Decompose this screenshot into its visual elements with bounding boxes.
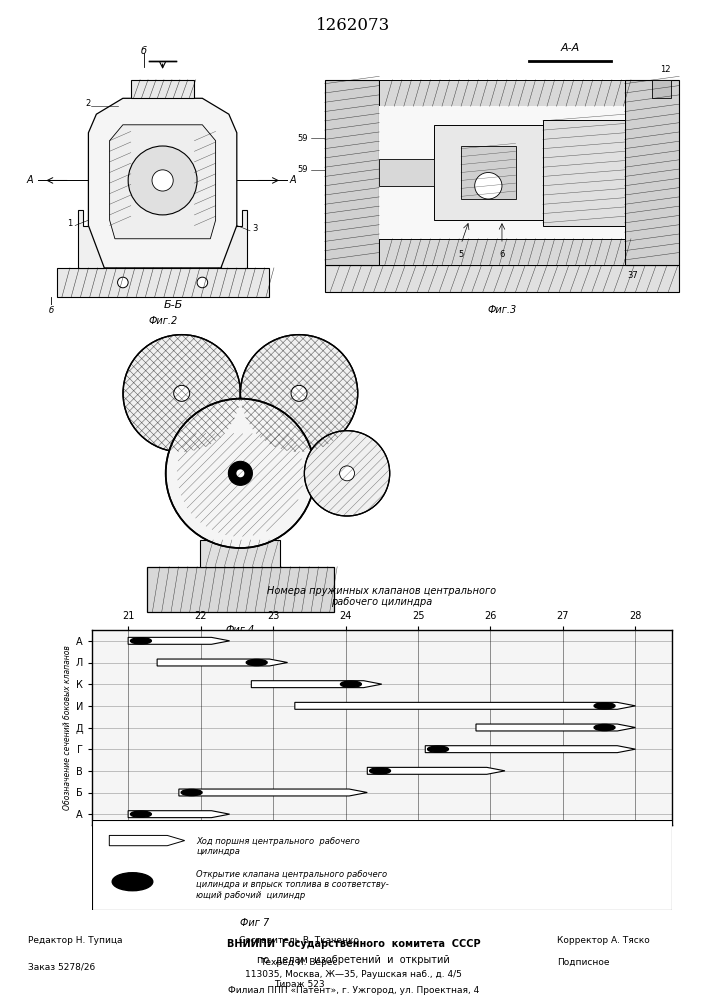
Text: A: A [27, 175, 33, 185]
Polygon shape [157, 659, 288, 666]
Text: Заказ 5278/26: Заказ 5278/26 [28, 962, 95, 971]
Polygon shape [57, 268, 269, 297]
Circle shape [594, 703, 615, 709]
Circle shape [128, 146, 197, 215]
Polygon shape [652, 80, 671, 98]
Text: Тираж 523: Тираж 523 [274, 980, 325, 989]
Text: 113035, Москва, Ж—35, Раушская наб., д. 4/5: 113035, Москва, Ж—35, Раушская наб., д. … [245, 970, 462, 979]
Text: Редактор Н. Тупица: Редактор Н. Тупица [28, 936, 122, 945]
Polygon shape [131, 80, 194, 98]
Text: Техред И. Верес: Техред И. Верес [260, 958, 338, 967]
Text: 2: 2 [86, 99, 91, 108]
Circle shape [370, 768, 390, 774]
Polygon shape [78, 210, 105, 268]
Circle shape [165, 399, 315, 548]
Polygon shape [128, 637, 230, 644]
Polygon shape [295, 702, 636, 709]
Text: цилиндра и впрыск топлива в соответству-: цилиндра и впрыск топлива в соответству- [197, 880, 389, 889]
Text: 59: 59 [298, 165, 308, 174]
Polygon shape [147, 567, 334, 612]
Title: Номера пружинных клапанов центрального
рабочего цилиндра: Номера пружинных клапанов центрального р… [267, 586, 496, 607]
Text: 1: 1 [67, 219, 73, 228]
Polygon shape [179, 789, 368, 796]
Circle shape [291, 385, 307, 401]
Circle shape [112, 873, 153, 891]
Polygon shape [476, 724, 636, 731]
Text: Открытие клапана центрального рабочего: Открытие клапана центрального рабочего [197, 870, 387, 879]
Circle shape [594, 724, 615, 731]
Circle shape [131, 638, 151, 644]
Circle shape [240, 335, 358, 452]
Circle shape [123, 335, 240, 452]
Text: 1262073: 1262073 [316, 16, 391, 33]
Text: Филиал ППП «Патент», г. Ужгород, ул. Проектная, 4: Филиал ППП «Патент», г. Ужгород, ул. Про… [228, 986, 479, 995]
Circle shape [228, 461, 252, 485]
Circle shape [152, 170, 173, 191]
Polygon shape [325, 80, 379, 265]
Polygon shape [379, 106, 625, 239]
Polygon shape [434, 125, 543, 220]
Circle shape [131, 811, 151, 817]
Polygon shape [543, 119, 625, 226]
Text: Фиг 7: Фиг 7 [240, 918, 269, 928]
Polygon shape [379, 159, 434, 186]
Text: ющий рабочий  цилиндр: ющий рабочий цилиндр [197, 891, 305, 900]
Text: Корректор А. Тяско: Корректор А. Тяско [557, 936, 650, 945]
Polygon shape [221, 210, 247, 268]
Polygon shape [461, 146, 515, 199]
Circle shape [341, 681, 361, 687]
Circle shape [117, 277, 128, 288]
Polygon shape [200, 540, 281, 567]
Text: 3: 3 [252, 224, 258, 233]
Circle shape [246, 659, 267, 666]
Text: Составитель В. Ткаченко: Составитель В. Ткаченко [239, 936, 359, 945]
Text: ВНИИПИ  Государственного  комитета  СССР: ВНИИПИ Государственного комитета СССР [227, 939, 480, 949]
Polygon shape [110, 835, 185, 846]
Text: 37: 37 [628, 271, 638, 280]
Text: б: б [141, 46, 147, 56]
Text: цилиндра: цилиндра [197, 847, 240, 856]
Polygon shape [379, 80, 625, 106]
Circle shape [174, 385, 189, 401]
Text: А-А: А-А [561, 43, 580, 53]
Circle shape [197, 277, 208, 288]
Polygon shape [625, 80, 679, 265]
Polygon shape [368, 767, 505, 774]
Text: 12: 12 [660, 65, 671, 74]
Polygon shape [325, 265, 679, 292]
Polygon shape [92, 820, 672, 910]
Circle shape [428, 746, 448, 752]
Text: Б-Б: Б-Б [164, 300, 183, 310]
Text: Ход поршня центрального  рабочего: Ход поршня центрального рабочего [197, 837, 360, 846]
Circle shape [305, 431, 390, 516]
Polygon shape [110, 125, 216, 239]
Text: 59: 59 [298, 134, 308, 143]
Circle shape [474, 172, 502, 199]
Text: по  делам  изобретений  и  открытий: по делам изобретений и открытий [257, 955, 450, 965]
Polygon shape [88, 98, 237, 268]
Text: 6: 6 [499, 250, 505, 259]
Polygon shape [252, 681, 382, 688]
Polygon shape [379, 239, 625, 265]
Text: Фиг.3: Фиг.3 [487, 305, 517, 315]
Y-axis label: Обозначение сечений боковых клапанов: Обозначение сечений боковых клапанов [64, 645, 73, 810]
Circle shape [236, 469, 245, 477]
Text: б: б [49, 306, 54, 315]
Text: 5: 5 [458, 250, 464, 259]
Text: Фиг.4: Фиг.4 [226, 625, 255, 635]
Polygon shape [426, 746, 636, 753]
Text: Фиг.2: Фиг.2 [148, 316, 177, 326]
Circle shape [339, 466, 354, 481]
Polygon shape [128, 811, 230, 818]
Text: A: A [289, 175, 296, 185]
Circle shape [181, 789, 202, 796]
Text: Подписное: Подписное [557, 958, 609, 967]
